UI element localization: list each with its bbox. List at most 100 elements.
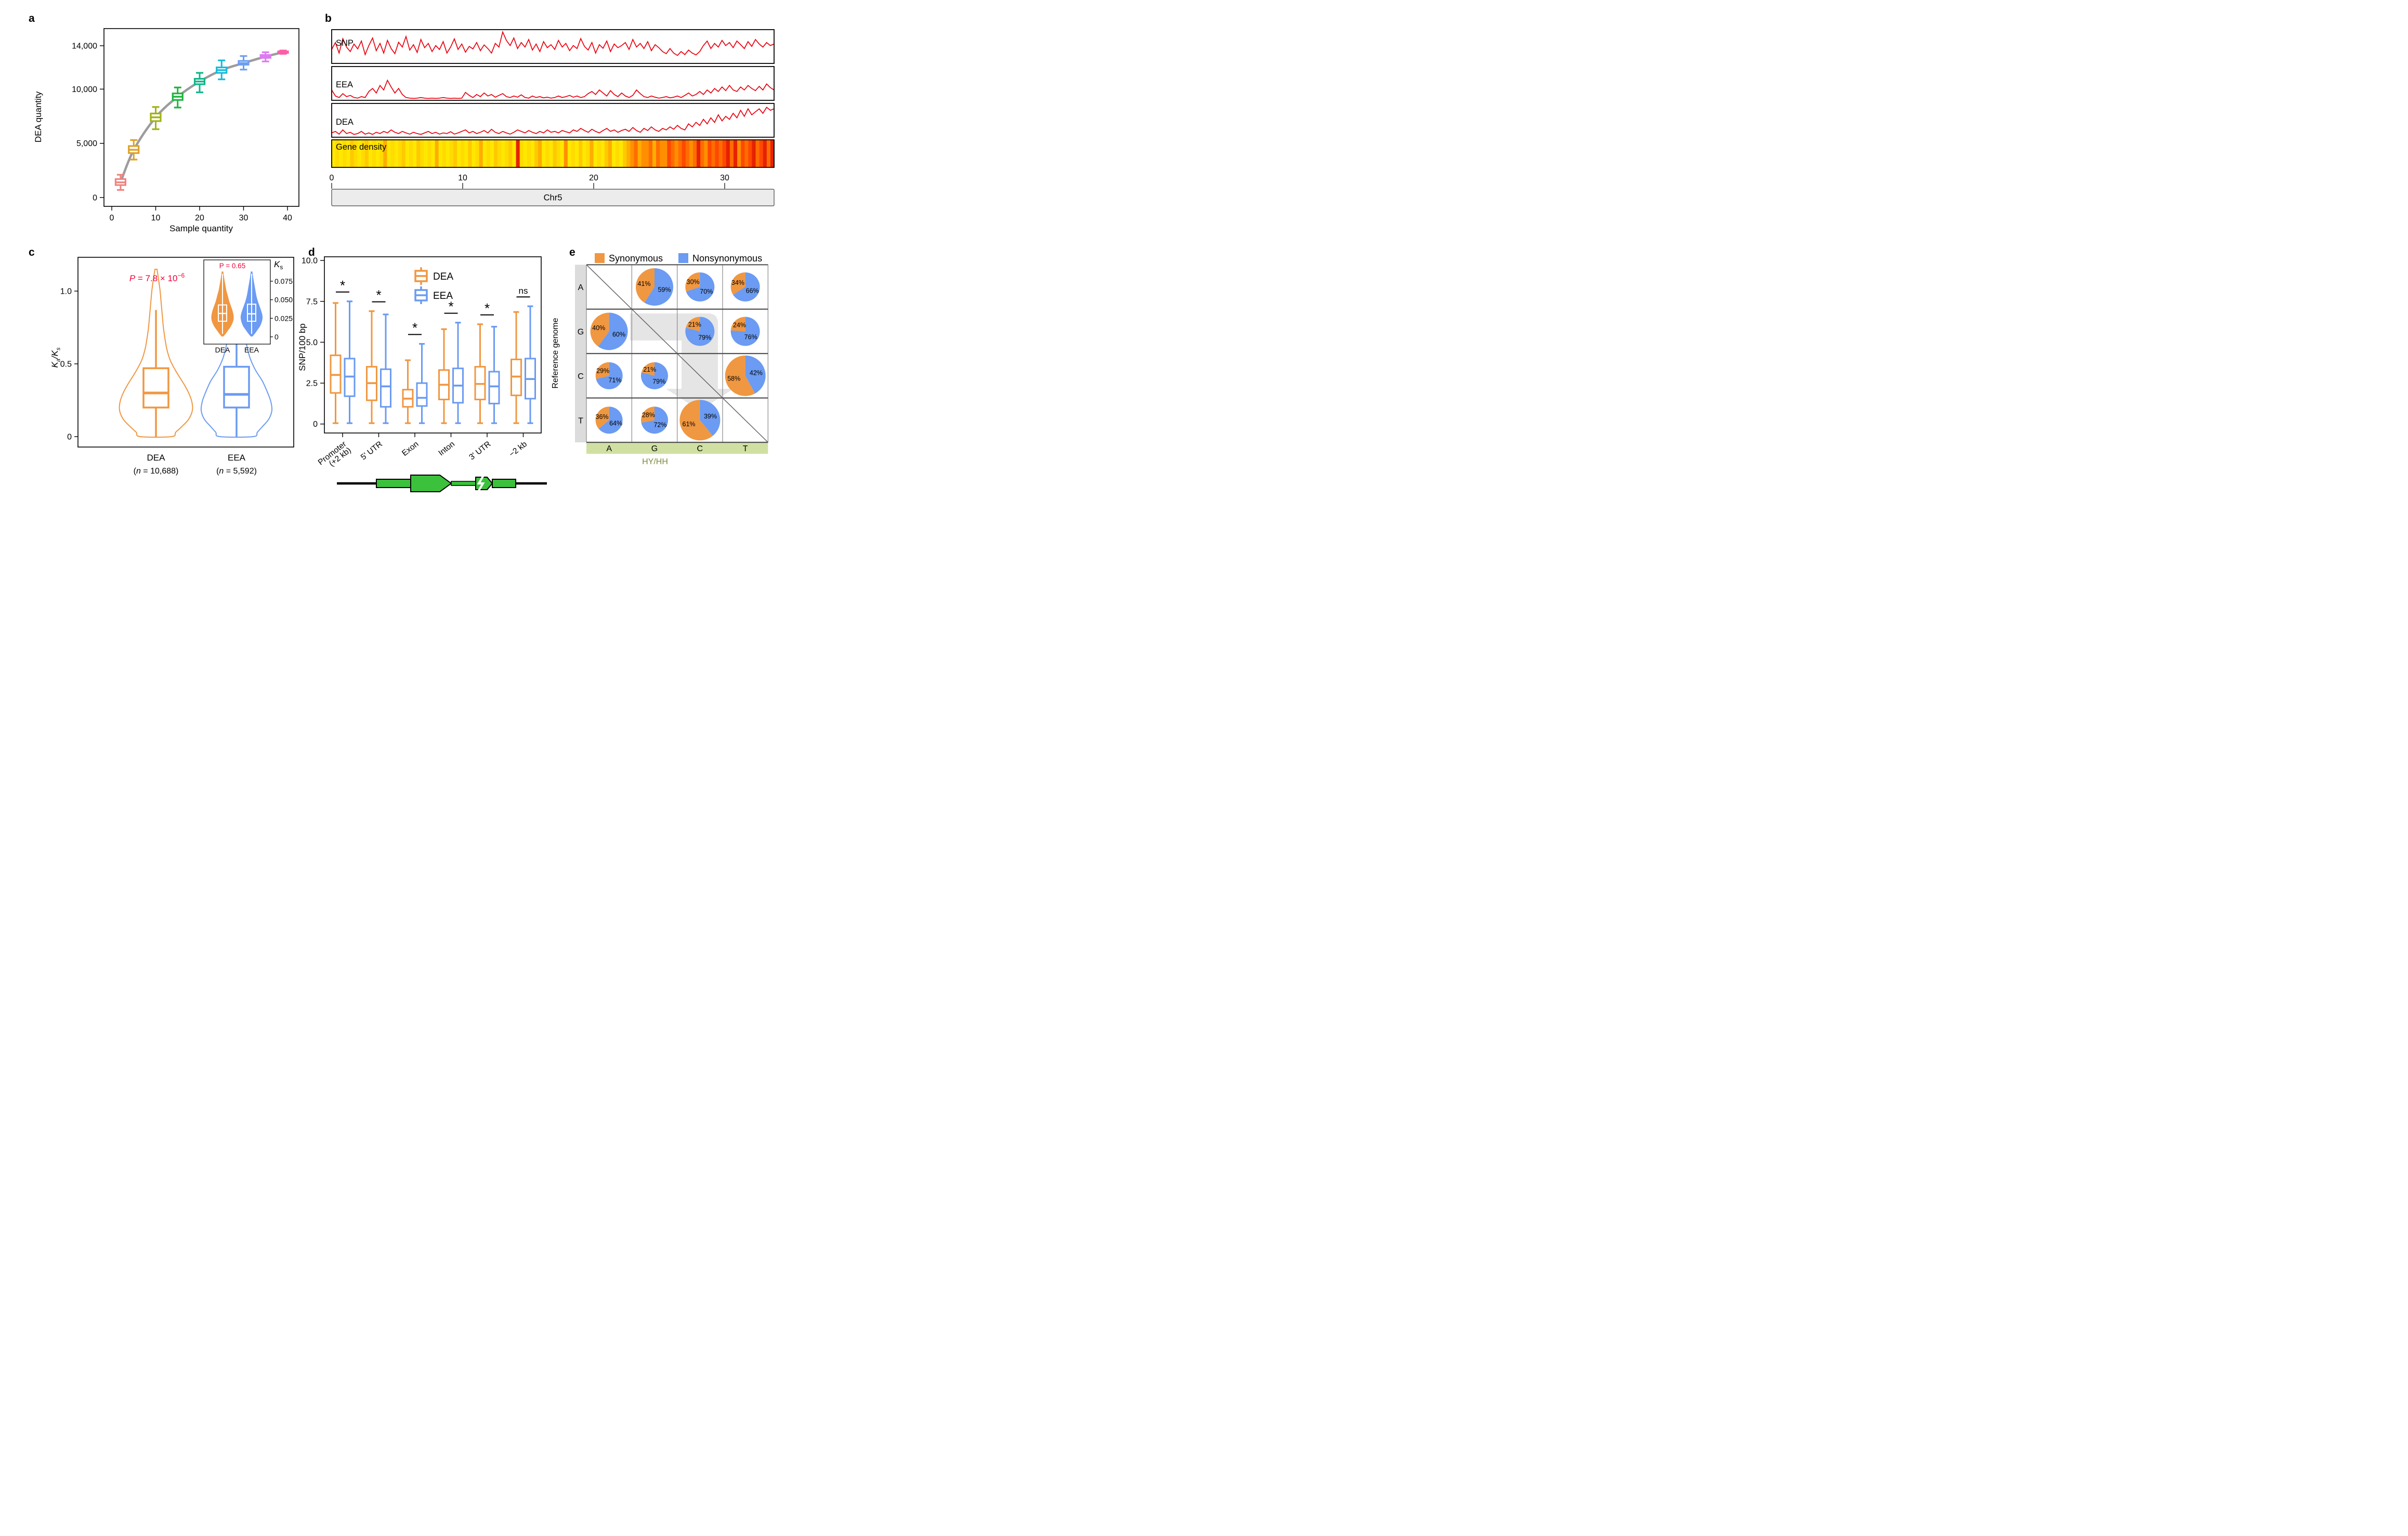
density-stripe [648, 140, 653, 167]
pie-synonymous-slice [679, 400, 713, 441]
legend-label: DEA [433, 271, 453, 282]
sig-asterisk: * [448, 299, 453, 314]
density-stripe [405, 140, 410, 167]
density-stripe [545, 140, 549, 167]
density-stripe [457, 140, 461, 167]
density-stripe [501, 140, 505, 167]
pie-nonsynonymous-slice [730, 317, 760, 346]
pie-syn-label: 34% [731, 279, 744, 286]
panel-b-chart: SNP EEA DEA Gene density 0 10 20 30 Chr5 [330, 29, 775, 206]
inset-tick-label: 0.025 [274, 314, 293, 322]
density-stripe [741, 140, 745, 167]
density-stripe [652, 140, 657, 167]
density-stripe [608, 140, 612, 167]
y-tick-label: 14,000 [72, 42, 97, 51]
density-stripe [346, 140, 350, 167]
density-stripe [442, 140, 447, 167]
inset-violin-eea [240, 271, 263, 337]
x-tick-label: Inton [437, 440, 456, 458]
sample-boxplot [114, 174, 126, 191]
y-tick-label: 5,000 [76, 139, 97, 148]
track-line [331, 79, 775, 99]
density-stripe [704, 140, 708, 167]
density-stripe [508, 140, 513, 167]
sample-boxplot [150, 106, 162, 130]
x-tick-label: Exon [400, 440, 420, 458]
sig-asterisk: * [412, 320, 417, 336]
density-stripe [770, 140, 775, 167]
pie-nonsynonymous-slice [733, 272, 760, 302]
x-tick-label: 5' UTR [359, 440, 384, 462]
density-stripe [645, 140, 649, 167]
gene-utr5-box [376, 479, 411, 488]
pie-TA: 36%64% [596, 406, 623, 434]
panel-c-y-axis-label: Ka/Ks [50, 347, 62, 368]
track-frame [331, 66, 775, 101]
gene-intron-box [451, 481, 476, 486]
panel-a-y-axis-label: DEA quantity [33, 91, 43, 143]
pie-nonsynonymous-slice [598, 406, 623, 434]
density-stripe [505, 140, 509, 167]
pie-nonsyn-label: 72% [653, 421, 666, 428]
track-snp: SNP [331, 29, 775, 64]
density-stripe [376, 140, 380, 167]
density-stripe [534, 140, 539, 167]
gene-density-strip: Gene density [331, 139, 775, 168]
track-line [331, 107, 775, 135]
pie-GC: 21% 79% [685, 317, 715, 346]
density-stripe [641, 140, 646, 167]
y-tick-label: 5.0 [306, 338, 318, 347]
pie-synonymous-slice [641, 362, 655, 376]
density-stripe [729, 140, 734, 167]
pie-nonsynonymous-slice [745, 355, 766, 394]
group-label: EEA [228, 453, 246, 463]
density-stripe [446, 140, 450, 167]
density-stripe [586, 140, 590, 167]
sample-boxplot [259, 51, 271, 62]
col-label: T [743, 444, 748, 453]
density-stripe [663, 140, 668, 167]
violin-outline [119, 269, 193, 438]
density-stripe [689, 140, 693, 167]
x-tick-label: 0 [110, 214, 114, 222]
density-stripe [660, 140, 664, 167]
pie-syn-label: 29% [596, 367, 609, 375]
density-stripe [718, 140, 723, 167]
density-stripe [700, 140, 704, 167]
group-label: DEA [147, 453, 166, 463]
sample-boxplot [238, 55, 250, 71]
density-stripe [523, 140, 528, 167]
inset-tick-label: 0.075 [274, 277, 293, 285]
pie-syn-label: 21% [688, 321, 701, 329]
density-stripe [482, 140, 487, 167]
inset-group-label: DEA [215, 346, 230, 354]
density-stripe [464, 140, 468, 167]
box [488, 371, 500, 404]
density-stripe [431, 140, 436, 167]
density-stripe [530, 140, 535, 167]
pie-nonsynonymous-slice [644, 268, 674, 306]
density-stripe [519, 140, 524, 167]
row-label: C [578, 372, 584, 381]
density-stripe [553, 140, 557, 167]
density-stripe [759, 140, 764, 167]
y-tick-label: 10.0 [302, 257, 318, 266]
density-stripe [387, 140, 391, 167]
density-stripe [394, 140, 399, 167]
inset-violin-dea [211, 271, 234, 337]
y-tick-label: 7.5 [306, 297, 318, 306]
density-stripe [479, 140, 483, 167]
density-stripe [685, 140, 690, 167]
density-stripe [590, 140, 594, 167]
density-stripe [372, 140, 376, 167]
panel-e-row-axis-label: Reference genome [551, 318, 560, 389]
gene-exon-arrow [410, 475, 452, 492]
density-stripe [438, 140, 443, 167]
pie-syn-label: 41% [637, 280, 650, 287]
panel-c-axes-box [77, 257, 294, 448]
density-stripe [350, 140, 355, 167]
gene-break-slash [477, 474, 485, 493]
density-stripe [364, 140, 369, 167]
panel-d-y-axis-label: SNP/100 bp [297, 323, 307, 371]
pie-syn-label: 21% [643, 366, 656, 373]
